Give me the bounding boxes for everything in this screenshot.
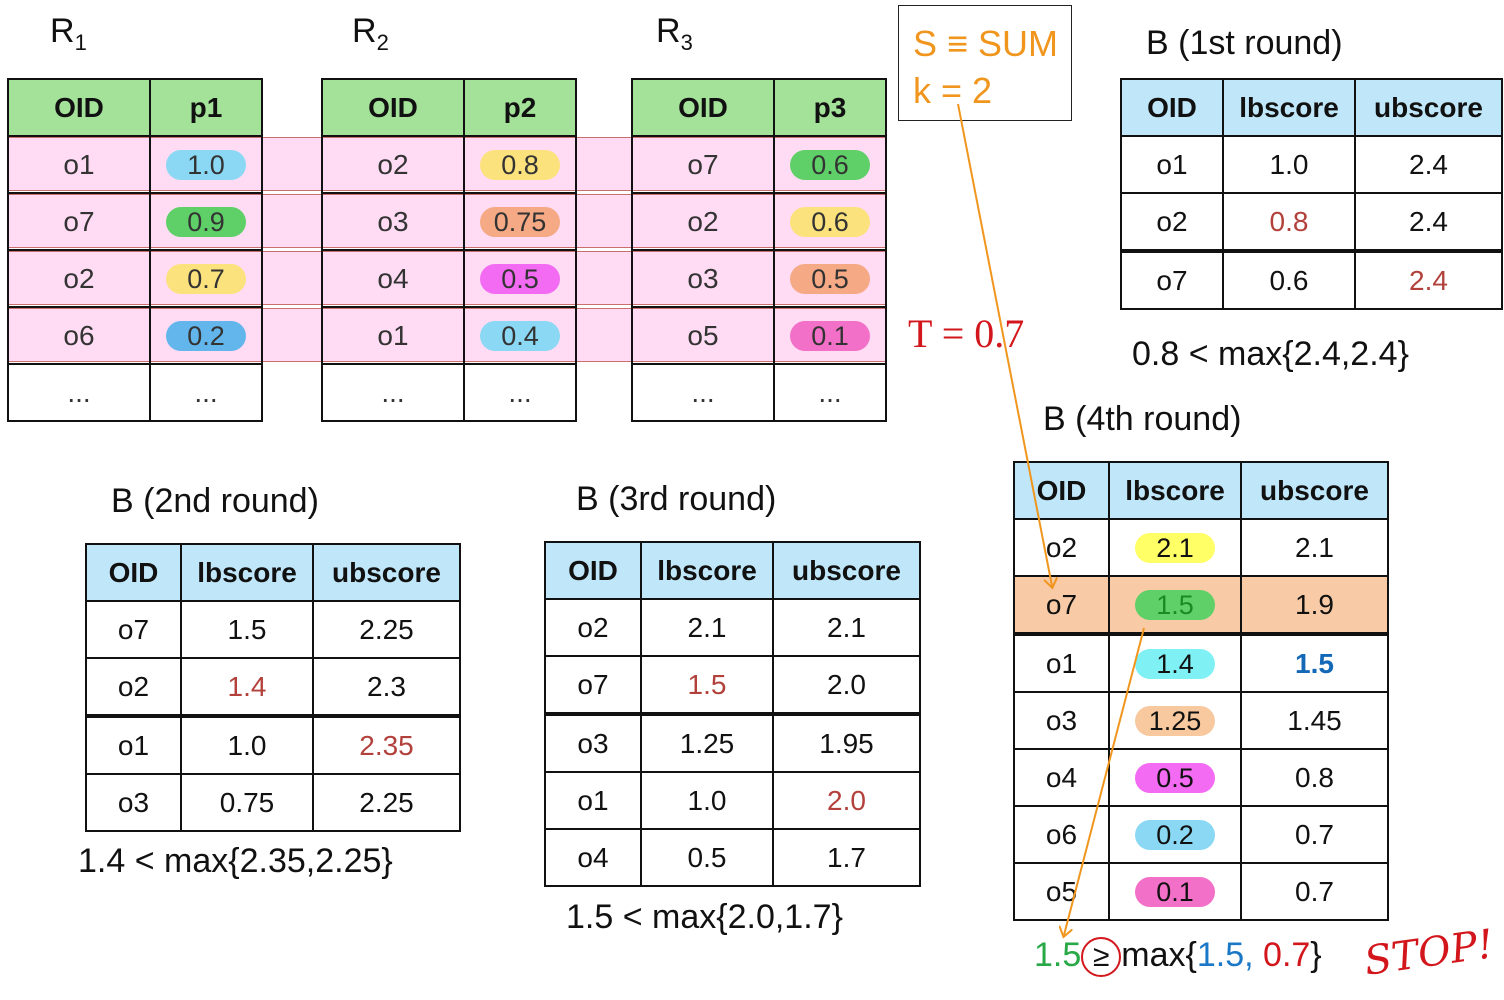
b2-title: B (2nd round)	[111, 482, 319, 520]
score-pill: 1.4	[1135, 648, 1215, 679]
r2-table: OID p2 o2 0.8 o3 0.75 o4 0.5 o1 0.4 ......	[321, 78, 577, 422]
score-pill: 1.0	[166, 149, 246, 180]
b1-condition: 0.8 < max{2.4,2.4}	[1132, 335, 1409, 373]
arrow-o7-to-final	[1064, 627, 1145, 935]
score-pill: 0.2	[166, 320, 246, 351]
b2-table: OID lbscore ubscore o7 1.5 2.25 o2 1.4 2.3 o1 1…	[85, 543, 461, 832]
b1-title: B (1st round)	[1146, 24, 1343, 62]
params-sum: S ≡ SUM	[913, 23, 1059, 64]
b1-table: OID lbscore ubscore o1 1.0 2.4 o2 0.8 2.4 o7 0.…	[1120, 78, 1503, 310]
geq-circled: ≥	[1081, 937, 1122, 977]
b3-table: OID lbscore ubscore o2 2.1 2.1 o7 1.5 2.0 o3 1.…	[544, 541, 921, 887]
score-pill: 0.4	[480, 320, 560, 351]
score-pill: 2.1	[1135, 532, 1215, 563]
score-pill: 0.5	[480, 263, 560, 294]
b3-title: B (3rd round)	[576, 480, 777, 518]
r1-label: R1	[50, 12, 87, 55]
arrow-k-to-o7	[957, 103, 1052, 586]
r3-table: OID p3 o7 0.6 o2 0.6 o3 0.5 o5 0.1 ......	[631, 78, 887, 422]
score-pill: 0.6	[790, 206, 870, 237]
b4-table: OID lbscore ubscore o2 2.1 2.1 o7 1.5 1.9 o1 1.…	[1013, 461, 1389, 921]
params-k: k = 2	[913, 70, 993, 111]
score-pill: 0.5	[790, 263, 870, 294]
score-pill: 0.2	[1135, 819, 1215, 850]
final-condition: 1.5 ≥ max{1.5, 0.7}	[1034, 936, 1322, 977]
r1-table: OID p1 o1 1.0 o7 0.9 o2 0.7 o6 0.2 ......	[7, 78, 263, 422]
score-pill: 0.6	[790, 149, 870, 180]
b4-title: B (4th round)	[1043, 400, 1242, 438]
r2-label: R2	[352, 12, 389, 55]
b3-condition: 1.5 < max{2.0,1.7}	[566, 898, 843, 936]
score-pill: 0.75	[480, 206, 560, 237]
score-pill: 0.1	[1135, 876, 1215, 907]
score-pill: 1.5	[1135, 589, 1215, 620]
score-pill: 0.7	[166, 263, 246, 294]
score-pill: 0.9	[166, 206, 246, 237]
score-pill: 0.5	[1135, 762, 1215, 793]
score-pill: 0.8	[480, 149, 560, 180]
params-box: S ≡ SUM k = 2	[898, 5, 1072, 121]
score-pill: 1.25	[1135, 705, 1215, 736]
r3-label: R3	[656, 12, 693, 55]
b2-condition: 1.4 < max{2.35,2.25}	[78, 842, 393, 880]
score-pill: 0.1	[790, 320, 870, 351]
